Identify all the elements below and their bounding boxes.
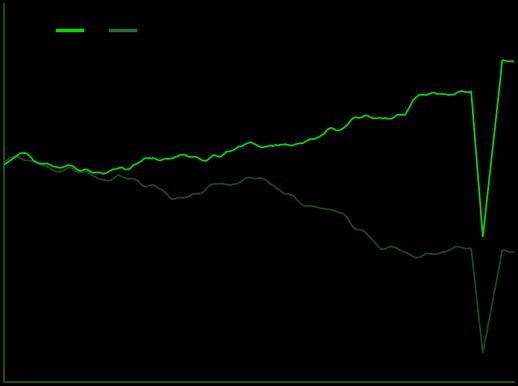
Legend: , : , <box>52 19 141 44</box>
